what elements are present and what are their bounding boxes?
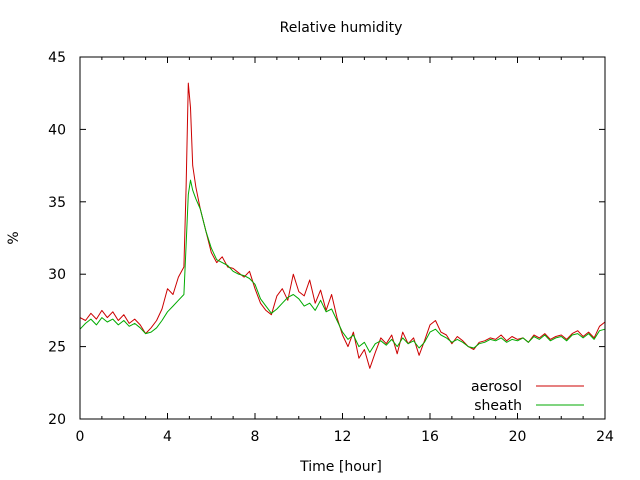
legend-label-aerosol: aerosol	[471, 379, 522, 395]
chart-title: Relative humidity	[280, 20, 403, 36]
legend: aerosol sheath	[471, 379, 584, 414]
axis-ticks	[79, 56, 606, 420]
plot-frame	[79, 56, 606, 420]
series-layer	[79, 82, 606, 369]
y-tick-label: 25	[48, 340, 66, 356]
y-tick-label: 20	[48, 412, 66, 428]
series-line-sheath	[79, 179, 606, 353]
x-tick-label: 0	[76, 429, 85, 445]
x-tick-label: 20	[509, 429, 527, 445]
y-tick-label: 35	[48, 195, 66, 211]
y-tick-label: 40	[48, 122, 66, 138]
legend-label-sheath: sheath	[474, 398, 522, 414]
y-axis-label: %	[6, 231, 22, 244]
axis-tick-labels: 0 4 8 12 16 20 24 20 25 30 35 40 45	[48, 50, 614, 445]
x-axis-label: Time [hour]	[299, 459, 382, 475]
x-tick-label: 16	[421, 429, 439, 445]
y-tick-label: 45	[48, 50, 66, 66]
y-tick-label: 30	[48, 267, 66, 283]
x-tick-label: 4	[163, 429, 172, 445]
x-tick-label: 8	[251, 429, 260, 445]
x-tick-label: 12	[334, 429, 352, 445]
series-line-aerosol	[79, 82, 606, 369]
x-tick-label: 24	[596, 429, 614, 445]
